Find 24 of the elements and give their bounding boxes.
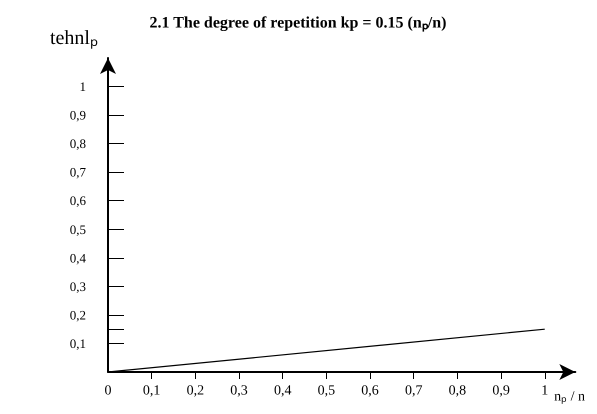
x-tick-label: 0,8 <box>448 384 466 398</box>
x-tick-label: 1 <box>541 384 548 398</box>
x-tick-label: 0,5 <box>318 384 336 398</box>
x-tick-label: 0,4 <box>274 384 292 398</box>
y-tick-label: 0,6 <box>70 193 86 208</box>
x-tick-label: 0,1 <box>142 384 160 398</box>
y-tick-label: 0,9 <box>70 108 86 123</box>
y-axis-title: tehnlₚ <box>50 27 98 49</box>
x-tick-label: 0,9 <box>492 384 510 398</box>
y-tick-label: 0,5 <box>70 222 86 237</box>
y-tick-label: 0,7 <box>70 164 86 180</box>
x-tick-label: 0,6 <box>361 384 379 398</box>
y-tick-label: 0,4 <box>70 250 86 266</box>
x-tick-label: 0,3 <box>230 384 248 398</box>
x-tick-label: 0 <box>104 384 112 398</box>
y-tick-label: 1 <box>80 79 86 94</box>
x-axis-title: nₚ / n <box>554 390 586 404</box>
x-tick-label: 0,7 <box>404 384 422 398</box>
y-tick-label: 0,3 <box>70 278 86 294</box>
y-tick-label: 0,2 <box>70 307 86 322</box>
chart-title: 2.1 The degree of repetition kp = 0.15 (nₚ/n) <box>150 14 446 32</box>
y-tick-label: 0,8 <box>70 136 86 152</box>
x-tick-label: 0,2 <box>186 384 204 398</box>
y-tick-label: 0,1 <box>70 336 86 351</box>
